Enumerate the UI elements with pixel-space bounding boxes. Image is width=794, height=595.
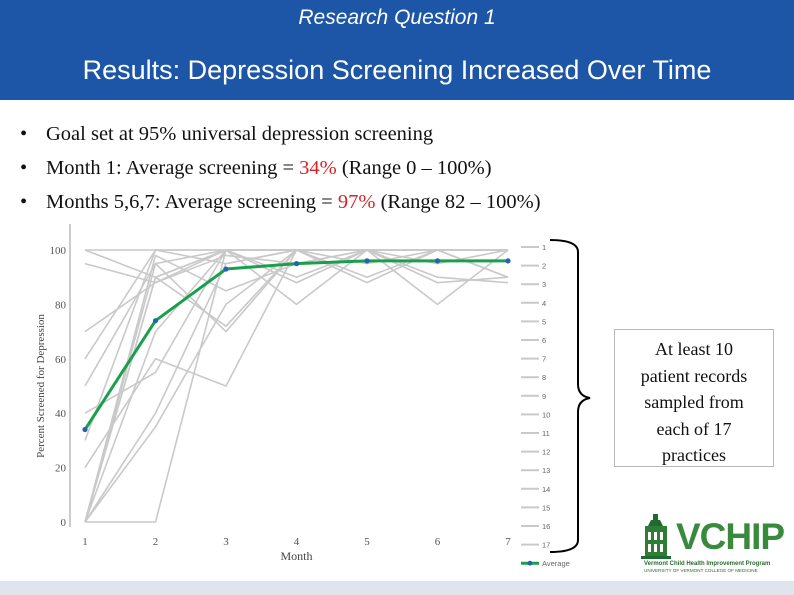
legend-label: 16 — [542, 522, 550, 531]
x-tick-label: 6 — [435, 536, 441, 548]
y-tick-label: 40 — [55, 408, 67, 420]
building-icon — [641, 514, 671, 559]
y-tick-label: 60 — [55, 354, 67, 366]
bullet-month1: • Month 1: Average screening = 34% (Range… — [20, 152, 541, 186]
legend-label: 9 — [542, 392, 546, 401]
x-tick-label: 5 — [364, 536, 370, 548]
x-axis-label: Month — [280, 549, 312, 563]
y-tick-label: 80 — [55, 299, 67, 311]
vchip-logo: VCHIP Vermont Child Health Improvement P… — [636, 512, 786, 573]
legend-label: 13 — [542, 466, 550, 475]
legend-label: 15 — [542, 503, 550, 512]
legend-label: Average — [542, 559, 570, 568]
legend-label: 17 — [542, 541, 550, 550]
months567-average-value: 97% — [337, 191, 376, 213]
bullet-list: • Goal set at 95% universal depression sc… — [20, 118, 541, 220]
y-axis-label: Percent Screened for Depression — [35, 314, 47, 458]
legend-label: 14 — [542, 485, 550, 494]
legend-label: 2 — [542, 262, 546, 271]
x-tick-label: 7 — [505, 536, 511, 548]
average-point — [505, 258, 511, 264]
slide-title: Results: Depression Screening Increased … — [82, 55, 712, 85]
x-tick-label: 2 — [153, 536, 159, 548]
y-tick-label: 20 — [55, 463, 67, 475]
average-point — [293, 261, 300, 267]
average-point — [364, 258, 370, 264]
y-tick-label: 100 — [50, 245, 67, 257]
x-tick-label: 1 — [82, 536, 88, 548]
average-point — [152, 318, 159, 324]
practice-line-13 — [84, 249, 508, 523]
x-tick-label: 4 — [294, 536, 300, 548]
research-question-label: Research Question 1 — [298, 6, 496, 29]
sample-size-callout: At least 10 patient records sampled from… — [614, 329, 774, 467]
y-tick-label: 0 — [61, 517, 67, 529]
legend-label: 10 — [542, 410, 550, 419]
legend-label: 12 — [542, 448, 550, 457]
bullet-goal: • Goal set at 95% universal depression sc… — [20, 118, 541, 152]
legend-label: 1 — [542, 243, 546, 252]
logo-university: UNIVERSITY OF VERMONT COLLEGE OF MEDICIN… — [644, 568, 758, 573]
legend-label: 8 — [542, 373, 546, 382]
legend-label: 6 — [542, 336, 546, 345]
practice-line-17 — [84, 249, 508, 441]
logo-subtitle: Vermont Child Health Improvement Program — [644, 561, 771, 567]
month1-average-value: 34% — [299, 157, 337, 179]
x-tick-label: 3 — [223, 536, 229, 548]
legend-average-marker — [527, 560, 533, 566]
legend-label: 11 — [542, 429, 550, 438]
average-point — [223, 266, 229, 272]
average-line — [83, 259, 508, 431]
legend-label: 5 — [542, 317, 546, 326]
header-bar: Research Question 1 Results: Depression … — [0, 0, 794, 100]
bullet-dot: • — [20, 157, 28, 179]
bullet-months567: • Months 5,6,7: Average screening = 97% (… — [20, 186, 541, 220]
bullet-dot: • — [20, 191, 28, 213]
average-point — [82, 426, 88, 433]
footer-bar — [0, 581, 794, 595]
average-point — [434, 258, 441, 264]
bullet-dot: • — [20, 123, 28, 145]
legend-label: 4 — [542, 299, 546, 308]
screening-line-chart: 0 20 40 60 80 100 Percent Screened for Depress… — [35, 224, 591, 568]
legend-label: 3 — [542, 280, 546, 289]
practice-line-4 — [84, 249, 509, 523]
logo-wordmark: VCHIP — [676, 516, 785, 557]
legend-brace — [549, 239, 591, 553]
legend-label: 7 — [542, 355, 546, 364]
